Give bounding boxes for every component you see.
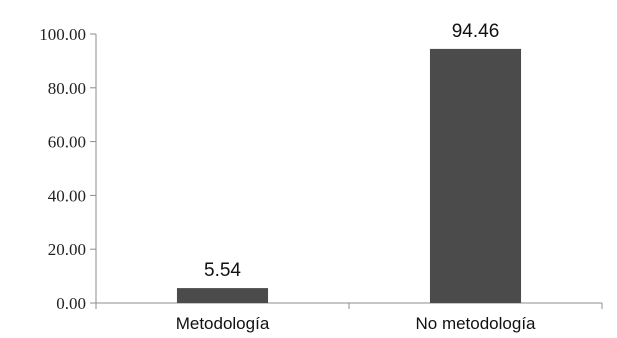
y-tick-label: 0.00 bbox=[56, 294, 86, 313]
y-axis: 0.00 20.00 40.00 60.00 80.00 100.00 bbox=[39, 25, 97, 313]
x-category-label: No metodología bbox=[415, 314, 536, 333]
data-labels: 5.54 94.46 bbox=[204, 21, 499, 281]
bar bbox=[429, 48, 522, 303]
bar-value-label: 94.46 bbox=[452, 21, 500, 42]
x-category-label: Metodología bbox=[176, 314, 270, 333]
bar-value-label: 5.54 bbox=[204, 260, 241, 281]
y-tick-label: 60.00 bbox=[48, 133, 86, 152]
y-tick-label: 100.00 bbox=[39, 25, 86, 44]
y-tick-label: 20.00 bbox=[48, 240, 86, 259]
y-tick-label: 80.00 bbox=[48, 79, 86, 98]
x-axis: Metodología No metodología bbox=[95, 302, 603, 333]
bars bbox=[176, 48, 522, 303]
bar bbox=[176, 288, 269, 303]
y-tick-label: 40.00 bbox=[48, 186, 86, 205]
